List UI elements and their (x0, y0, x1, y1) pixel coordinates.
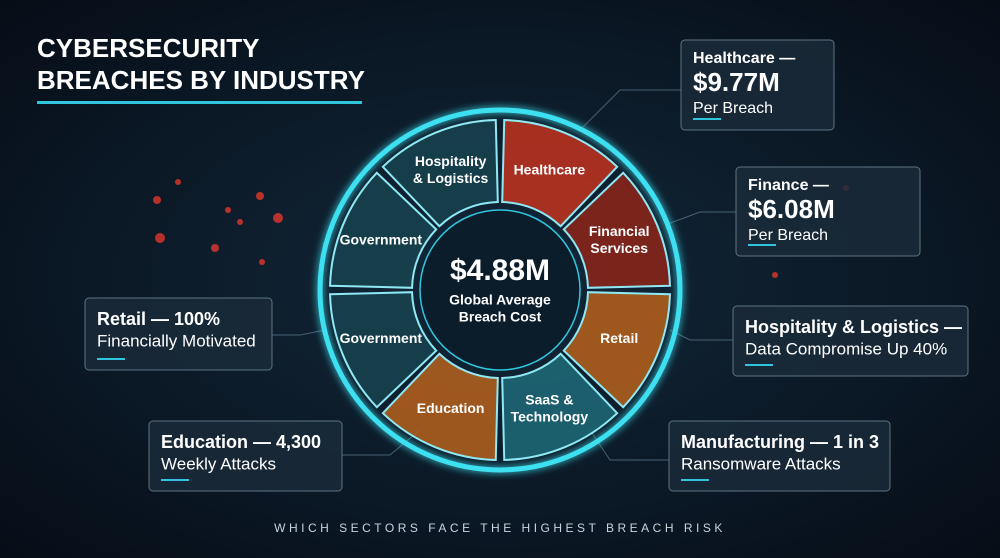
ring-segment (501, 119, 619, 228)
callout-text: $6.08M (748, 194, 835, 224)
segment-label: Technology (511, 408, 589, 424)
footer-tagline: WHICH SECTORS FACE THE HIGHEST BREACH RI… (274, 521, 726, 535)
title-underline (37, 101, 362, 104)
ring-segment (562, 291, 671, 409)
segment-label: Government (340, 330, 423, 346)
segment-label: Education (417, 400, 485, 416)
callout-text: Per Breach (693, 100, 773, 117)
ring-segment (329, 171, 438, 289)
segment-label: Services (590, 240, 648, 256)
ring-segment (562, 171, 671, 289)
callout-text: Finance — (748, 177, 829, 194)
segment-label: Retail (600, 330, 638, 346)
callout-accent (745, 364, 773, 366)
segment-label: Hospitality (415, 153, 487, 169)
callout-box (735, 166, 921, 257)
callout-text: $9.77M (693, 67, 780, 97)
center-label: Breach Cost (459, 309, 542, 325)
segment-label: SaaS & (525, 391, 573, 407)
callout-box (732, 305, 969, 377)
connectors (272, 89, 736, 461)
hotspots (153, 179, 849, 278)
callout-text: Manufacturing — 1 in 3 (681, 432, 879, 452)
callout-text: Hospitality & Logistics — (745, 317, 962, 337)
callout-accent (161, 479, 189, 481)
ring-segment (501, 352, 619, 461)
center-value: $4.88M (450, 254, 550, 287)
ring-segment (381, 119, 499, 228)
segment-label: Financial (589, 223, 650, 239)
title-line: CYBERSECURITY (37, 33, 259, 63)
callout-accent (97, 358, 125, 360)
segment-label: Government (340, 231, 423, 247)
callout-accent (681, 479, 709, 481)
callout-text: Education — 4,300 (161, 432, 321, 452)
callout-accent (693, 118, 721, 120)
callout-text: Weekly Attacks (161, 454, 276, 473)
callouts: Healthcare —$9.77M Per Breach Finance —$6.… (84, 39, 969, 492)
callout-box (668, 420, 891, 492)
callout-box (84, 297, 273, 371)
center-disc (419, 209, 581, 371)
callout-text: Financially Motivated (97, 331, 256, 350)
callout-text: Ransomware Attacks (681, 454, 841, 473)
outer-ring (317, 107, 683, 473)
callout-box (148, 420, 343, 492)
callout-text: Data Compromise Up 40% (745, 339, 947, 358)
callout-text: Retail — 100% (97, 309, 220, 329)
title-line: BREACHES BY INDUSTRY (37, 65, 365, 95)
callout-text: Per Breach (748, 227, 828, 244)
center-label: Global Average (449, 292, 551, 308)
segment-label: & Logistics (413, 170, 489, 186)
callout-text: Healthcare — (693, 50, 795, 67)
callout-accent (748, 244, 776, 246)
ring-segment (329, 291, 438, 409)
ring-segment (381, 352, 499, 461)
callout-box (680, 39, 835, 131)
segment-label: Healthcare (514, 162, 586, 178)
